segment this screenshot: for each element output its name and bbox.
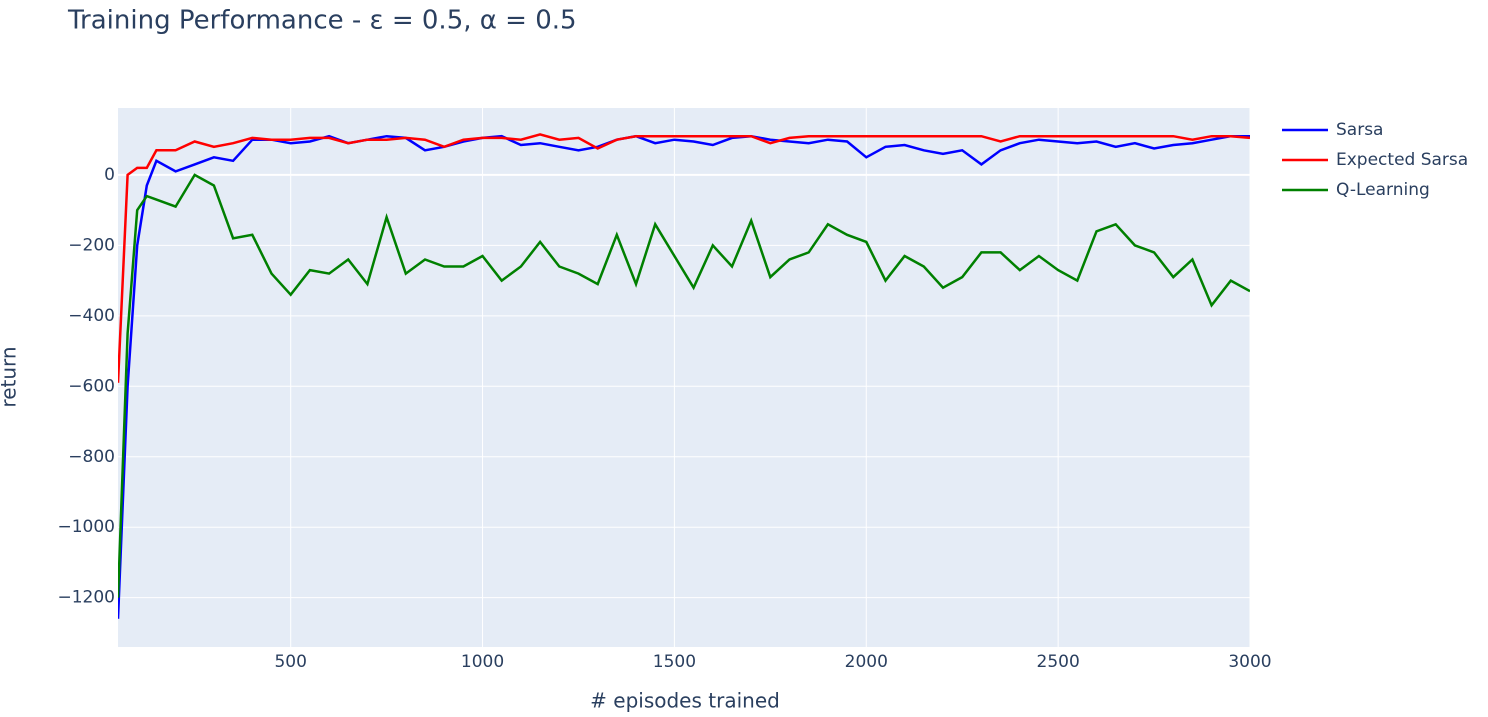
legend-label: Sarsa [1336,120,1383,140]
x-tick-label: 2500 [1037,652,1080,672]
series-line [118,133,1250,383]
x-tick-label: 3000 [1228,652,1271,672]
y-tick-label: −800 [68,447,115,467]
y-tick-label: 0 [104,165,115,185]
x-tick-label: 500 [274,652,306,672]
lines [118,133,1250,619]
x-tick-label: 1500 [653,652,696,672]
grid [118,108,1251,647]
y-tick-label: −200 [68,235,115,255]
plot-area [118,108,1250,647]
x-tick-label: 2000 [845,652,888,672]
legend-label: Q-Learning [1336,180,1430,200]
y-tick-label: −600 [68,376,115,396]
series-line [118,173,1250,598]
legend-label: Expected Sarsa [1336,150,1468,170]
x-axis-title: # episodes trained [590,689,780,713]
y-axis-title: return [0,346,21,407]
x-tick-label: 1000 [461,652,504,672]
chart-title: Training Performance - ε = 0.5, α = 0.5 [67,6,577,36]
labels: 0 −200 −400 −600 −800 −1000 −1200 500 1000 1500 20… [57,120,1468,672]
y-tick-label: −1200 [57,588,115,608]
y-tick-label: −400 [68,306,115,326]
y-tick-label: −1000 [57,517,115,537]
